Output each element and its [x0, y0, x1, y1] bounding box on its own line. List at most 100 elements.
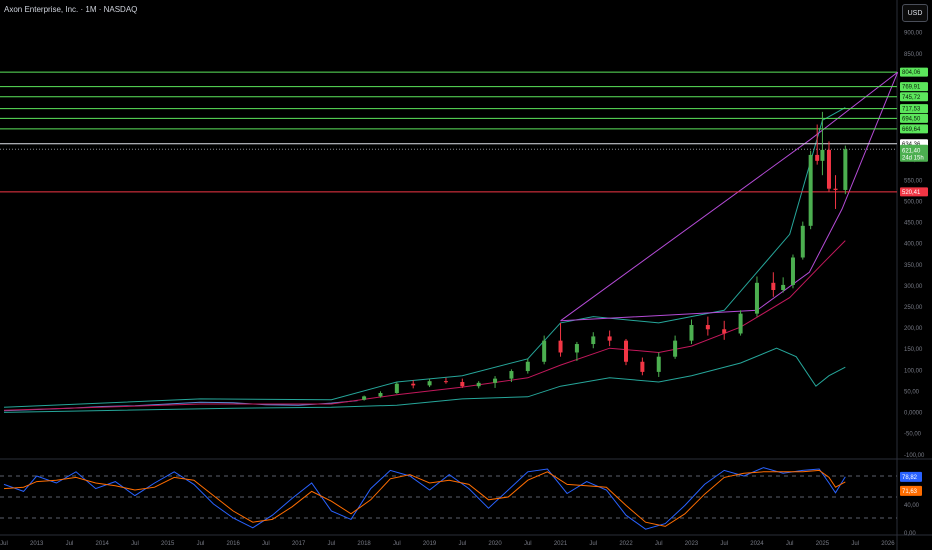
candle-body-9	[509, 371, 514, 379]
price-tick-label: 400,00	[904, 242, 923, 248]
candle-body-17	[640, 361, 645, 372]
candle-body-12	[558, 340, 563, 353]
candle-body-0	[362, 396, 367, 400]
candle-body-11	[542, 340, 547, 362]
candle-body-8	[493, 378, 498, 383]
resistance-label-1-text: 769,91	[902, 85, 921, 91]
time-tick-label: Jul	[131, 541, 139, 547]
time-tick-label: Jul	[851, 541, 859, 547]
resistance-label-2-box	[900, 92, 928, 102]
candle-body-20	[689, 325, 694, 341]
candle-body-4	[427, 381, 432, 386]
price-tick-label: 0,0000	[904, 411, 923, 417]
candle-body-6	[460, 382, 465, 387]
support-label-box	[900, 187, 928, 197]
stochastic-rsi-pane	[0, 467, 897, 530]
time-tick-label: Jul	[393, 541, 401, 547]
candle-body-26	[781, 284, 786, 290]
candle-body-25	[771, 282, 776, 290]
resistance-label-0-text: 804,06	[902, 70, 921, 76]
candle-body-3	[411, 383, 416, 386]
last-price-label-subtext: 24d 15h	[902, 155, 924, 161]
price-tick-label: 200,00	[904, 326, 923, 332]
price-tick-label: 150,00	[904, 347, 923, 353]
time-tick-label: Jul	[262, 541, 270, 547]
candle-body-27	[790, 257, 795, 285]
last-price-label-box	[900, 144, 928, 162]
price-tick-label: 850,00	[904, 52, 923, 58]
candle-body-21	[705, 325, 710, 330]
time-tick-label: 2016	[226, 541, 240, 547]
candle-body-13	[574, 344, 579, 353]
price-tick-label: 50,00	[904, 389, 920, 395]
stoch-d-line	[3, 469, 846, 527]
candle-body-15	[607, 336, 612, 341]
channel-upper-line	[560, 71, 899, 322]
price-tick-label: 300,00	[904, 284, 923, 290]
candle-body-30	[815, 154, 820, 161]
time-tick-label: 2023	[685, 541, 699, 547]
price-tick-label: 550,00	[904, 178, 923, 184]
stoch-d-label-text: 71,63	[902, 489, 918, 495]
price-tick-label: 500,00	[904, 200, 923, 206]
price-tick-label: 900,00	[904, 31, 923, 37]
time-tick-label: 2021	[554, 541, 568, 547]
resistance-label-3-text: 717,53	[902, 107, 921, 113]
horizontal-levels	[0, 71, 897, 193]
time-tick-label: 2020	[488, 541, 502, 547]
resistance-label-5-box	[900, 124, 928, 134]
time-tick-label: Jul	[328, 541, 336, 547]
time-axis[interactable]: Jul 2013 Jul 2014 Jul 2015 Jul 2016 Jul 2017 Jul 20…	[0, 541, 895, 547]
candlestick-series	[362, 111, 848, 401]
time-tick-label: Jul	[655, 541, 663, 547]
candle-body-33	[833, 188, 838, 190]
price-tick-label: 100,00	[904, 368, 923, 374]
stoch-k-label-box	[900, 471, 922, 482]
time-tick-label: 2019	[423, 541, 437, 547]
time-tick-label: 2026	[881, 541, 895, 547]
candle-body-28	[800, 225, 805, 258]
resistance-label-2-text: 745,72	[902, 95, 921, 101]
stoch-k-label-text: 78,82	[902, 475, 918, 481]
price-tick-label: 350,00	[904, 263, 923, 269]
candle-body-32	[826, 149, 831, 189]
stoch-tick-label: 40,00	[904, 503, 920, 509]
candle-body-16	[624, 340, 629, 362]
candle-body-14	[591, 336, 596, 345]
candle-body-7	[476, 382, 481, 387]
price-tick-label: 250,00	[904, 305, 923, 311]
resistance-label-1-box	[900, 82, 928, 92]
candle-body-5	[443, 381, 448, 383]
price-tick-label: -100,00	[904, 453, 925, 459]
price-tick-label: 450,00	[904, 221, 923, 227]
currency-button[interactable]: USD	[902, 4, 928, 22]
candle-body-34	[843, 149, 848, 190]
chart-title: Axon Enterprise, Inc. · 1M · NASDAQ	[4, 5, 138, 14]
stoch-d-label-box	[900, 485, 922, 496]
time-tick-label: 2015	[161, 541, 175, 547]
time-tick-label: Jul	[197, 541, 205, 547]
last-price-label-text: 621,40	[902, 148, 921, 154]
candle-body-1	[378, 392, 383, 397]
bollinger-lower-line	[3, 347, 846, 413]
time-tick-label: 2014	[96, 541, 110, 547]
rising-wedge-channel	[560, 71, 899, 322]
time-tick-label: Jul	[786, 541, 794, 547]
price-labels: 804,06769,91745,72717,53694,50669,64634,…	[900, 67, 928, 496]
time-tick-label: Jul	[720, 541, 728, 547]
stoch-k-line	[3, 467, 846, 530]
candle-body-24	[754, 282, 759, 314]
time-tick-label: 2013	[30, 541, 44, 547]
candle-body-23	[738, 313, 743, 334]
candle-body-19	[673, 340, 678, 357]
candle-body-18	[656, 356, 661, 372]
time-tick-label: Jul	[589, 541, 597, 547]
resistance-label-3-box	[900, 104, 928, 114]
time-tick-label: 2022	[619, 541, 633, 547]
candle-body-29	[808, 154, 813, 226]
candle-body-2	[394, 383, 399, 393]
bollinger-bands	[3, 107, 846, 413]
time-tick-label: 2024	[750, 541, 764, 547]
